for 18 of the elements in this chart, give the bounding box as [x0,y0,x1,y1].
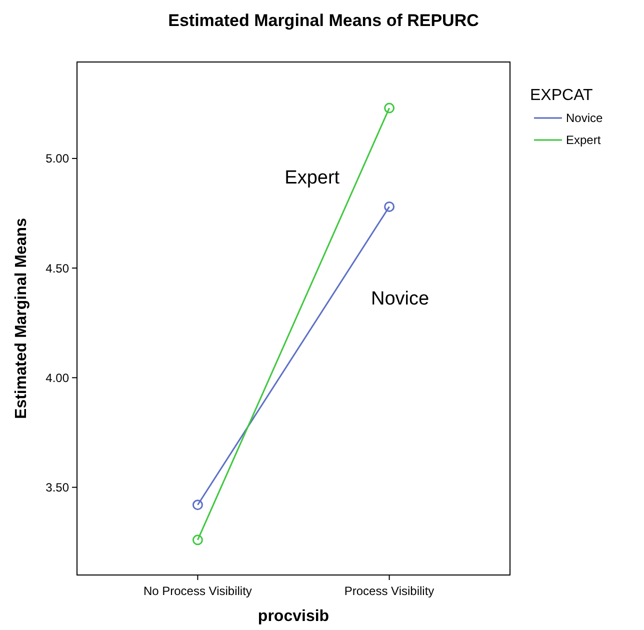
annotation: Expert [284,168,340,189]
point [384,201,395,212]
x-axis-title: procvisib [258,608,330,625]
annotation: Novice [370,288,430,310]
legend-label: Expert [566,133,602,148]
y-axis-title: Estimated Marginal Means [13,218,30,419]
point [192,500,203,510]
point [384,102,395,114]
y-tick-label: 3.50 [46,480,70,495]
x-tick-label: Process Visibility [344,584,434,598]
chart-title: Estimated Marginal Means of REPURC [168,11,479,30]
legend-title: EXPCAT [530,87,594,104]
y-tick-label: 5.00 [46,152,70,166]
y-tick-label: 4.50 [46,261,70,276]
x-tick-label: No Process Visibility [143,584,252,598]
point [192,534,203,546]
legend-label: Novice [566,111,604,126]
y-tick-label: 4.00 [46,370,70,385]
